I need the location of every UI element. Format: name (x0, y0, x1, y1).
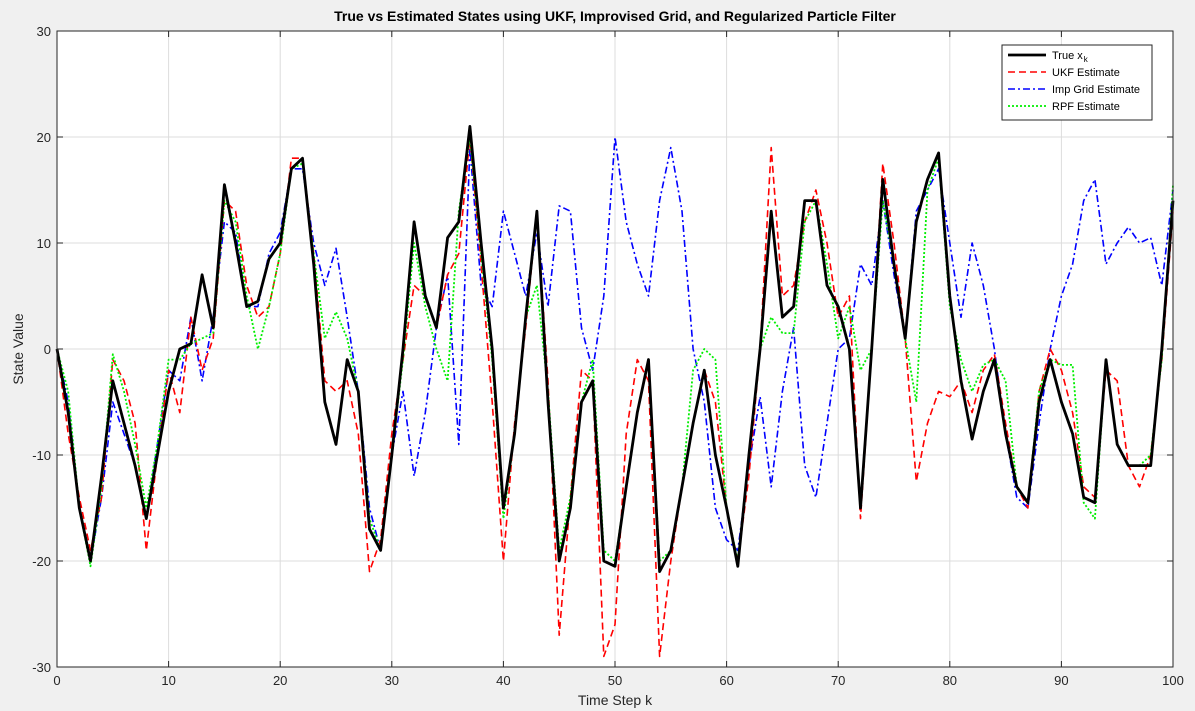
x-tick-label: 0 (53, 673, 60, 688)
legend-entry: RPF Estimate (1052, 101, 1120, 113)
y-tick-label: -20 (32, 554, 51, 569)
x-tick-label: 20 (273, 673, 287, 688)
legend-entry: Imp Grid Estimate (1052, 84, 1140, 96)
legend: True xk UKF Estimate Imp Grid Estimate RPF … (1001, 44, 1153, 121)
x-tick-label: 60 (719, 673, 733, 688)
x-tick-label: 90 (1054, 673, 1068, 688)
y-tick-label: 30 (37, 24, 51, 39)
x-tick-label: 40 (496, 673, 510, 688)
y-tick-label: -30 (32, 660, 51, 675)
legend-entry: UKF Estimate (1052, 67, 1120, 79)
series-line-ukf-estimate (56, 136, 1174, 658)
y-tick-label: -10 (32, 448, 51, 463)
chart-title: True vs Estimated States using UKF, Impr… (334, 8, 896, 24)
x-tick-label: 30 (385, 673, 399, 688)
x-tick-label: 50 (608, 673, 622, 688)
x-tick-label: 100 (1162, 673, 1184, 688)
series-line-true-x (55, 125, 1175, 573)
y-tick-label: 0 (44, 342, 51, 357)
series-lines (55, 125, 1175, 658)
y-axis-label: State Value (10, 313, 26, 385)
y-tick-label: 20 (37, 130, 51, 145)
legend-entry: True xk (1052, 50, 1089, 64)
x-tick-label: 10 (161, 673, 175, 688)
axis-ticks: 0 10 20 30 40 50 60 70 80 90 100 -30 -20 -10 0 10 20 30 (32, 24, 1184, 688)
x-tick-label: 70 (831, 673, 845, 688)
x-tick-label: 80 (943, 673, 957, 688)
y-tick-label: 10 (37, 236, 51, 251)
x-axis-label: Time Step k (578, 692, 653, 708)
legend-box (1001, 44, 1153, 121)
